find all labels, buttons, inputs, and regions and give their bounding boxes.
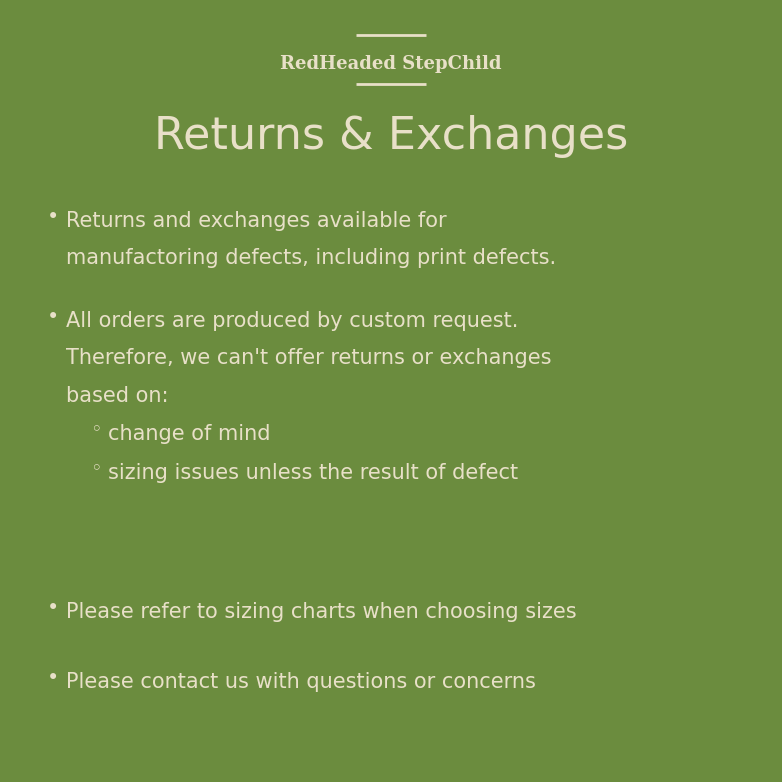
Text: Please refer to sizing charts when choosing sizes: Please refer to sizing charts when choos… <box>66 601 577 622</box>
Text: sizing issues unless the result of defect: sizing issues unless the result of defec… <box>108 463 518 483</box>
Text: All orders are produced by custom request.: All orders are produced by custom reques… <box>66 310 518 331</box>
Text: Returns and exchanges available for: Returns and exchanges available for <box>66 210 447 231</box>
Text: •: • <box>47 307 59 327</box>
Text: ◦: ◦ <box>90 460 102 479</box>
Text: ◦: ◦ <box>90 421 102 439</box>
Text: RedHeaded StepChild: RedHeaded StepChild <box>280 55 502 74</box>
Text: •: • <box>47 668 59 688</box>
Text: Returns & Exchanges: Returns & Exchanges <box>154 116 628 158</box>
Text: change of mind: change of mind <box>108 424 271 444</box>
Text: based on:: based on: <box>66 386 169 406</box>
Text: Therefore, we can't offer returns or exchanges: Therefore, we can't offer returns or exc… <box>66 348 552 368</box>
Text: Please contact us with questions or concerns: Please contact us with questions or conc… <box>66 672 536 692</box>
Text: •: • <box>47 206 59 227</box>
Text: •: • <box>47 597 59 618</box>
Text: manufactoring defects, including print defects.: manufactoring defects, including print d… <box>66 248 557 268</box>
